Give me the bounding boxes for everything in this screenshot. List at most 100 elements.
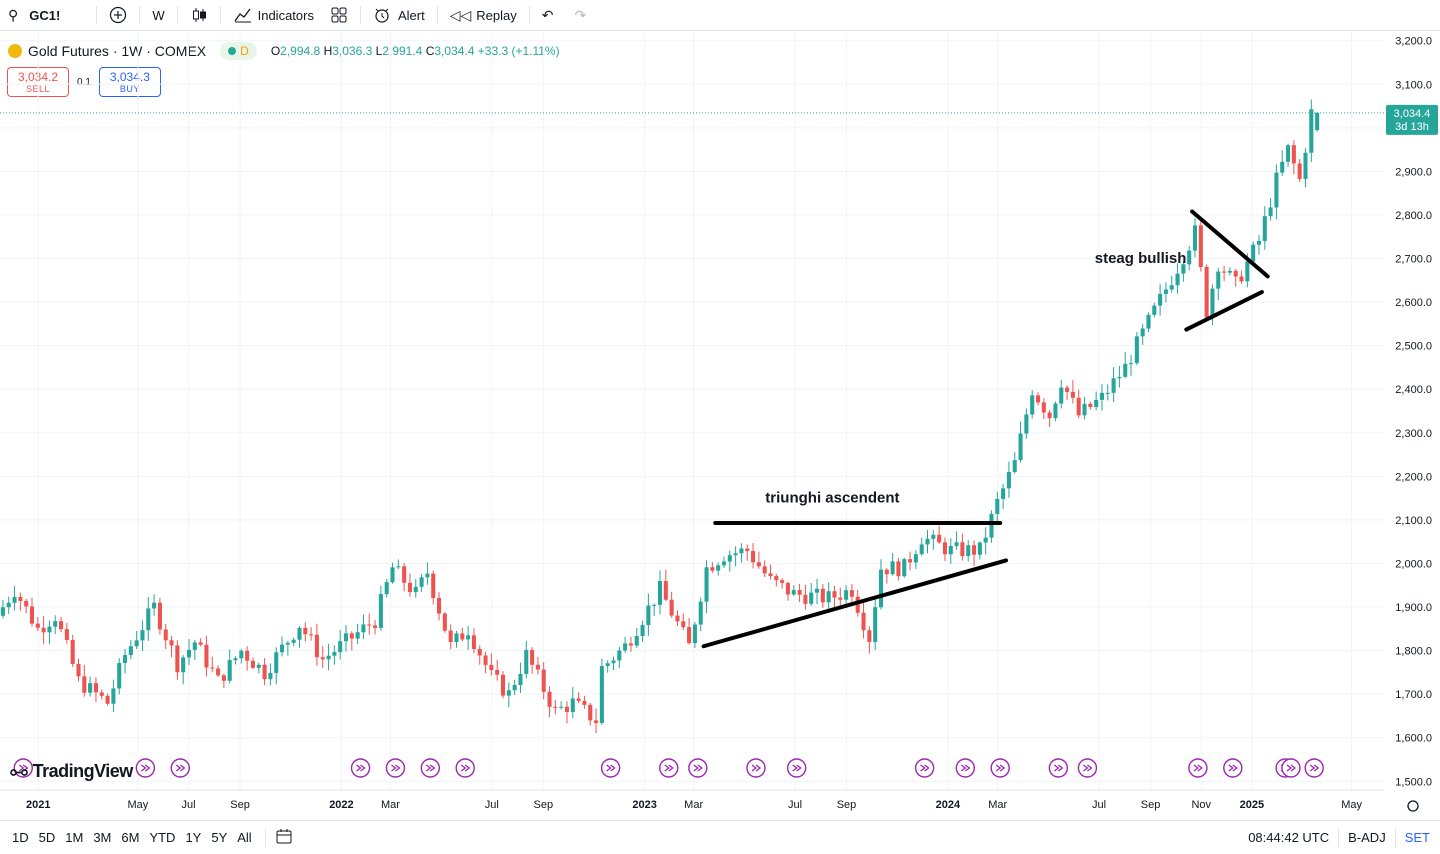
candle — [314, 623, 319, 666]
candle — [291, 637, 296, 647]
candle — [437, 592, 442, 621]
candle — [105, 693, 110, 706]
session-toggle[interactable]: SET — [1404, 830, 1430, 845]
candle — [1280, 150, 1285, 176]
candle-body — [338, 641, 343, 653]
candle-body — [1041, 402, 1046, 413]
event-marker-arrows — [751, 764, 762, 772]
candle — [611, 656, 616, 671]
symbol-search[interactable]: ⚲ GC1! — [0, 0, 68, 30]
candle-body — [216, 668, 221, 676]
candle-body — [989, 513, 994, 538]
candle — [576, 692, 581, 704]
candle — [634, 627, 639, 648]
redo-button[interactable]: ↷ — [566, 0, 599, 30]
tradingview-logo[interactable]: ⧟ TradingView — [10, 760, 133, 783]
x-tick-label: Nov — [1191, 799, 1211, 811]
candle-body — [582, 700, 587, 705]
candle — [977, 541, 982, 560]
candle-body — [1262, 216, 1267, 241]
candle-body — [809, 592, 814, 604]
candle-body — [756, 562, 761, 567]
candle-body — [576, 698, 581, 701]
candle-body — [221, 675, 226, 681]
event-marker-icon — [786, 758, 807, 778]
range-button-1y[interactable]: 1Y — [185, 830, 202, 845]
utc-clock[interactable]: 08:44:42 UTC — [1248, 830, 1330, 845]
candle — [814, 578, 820, 605]
candle — [29, 597, 35, 627]
range-button-1m[interactable]: 1M — [65, 830, 84, 845]
candle-body — [425, 573, 430, 578]
candle-body — [1227, 270, 1232, 273]
interval-label: W — [152, 7, 165, 23]
event-marker-arrows — [1228, 764, 1238, 772]
candle-body — [64, 629, 69, 640]
range-button-ytd[interactable]: YTD — [149, 830, 176, 845]
chart-type-button[interactable] — [182, 0, 216, 30]
candle-body — [1012, 460, 1017, 472]
ohlc-values: O2,994.8 H3,036.3 L2,991.4 C3,034.4 +33.… — [271, 44, 560, 58]
candle-body — [948, 545, 953, 555]
candle-body — [76, 663, 81, 677]
replay-button[interactable]: ◁◁ Replay — [442, 0, 525, 30]
compare-button[interactable] — [101, 0, 135, 30]
close-label: C — [425, 44, 435, 58]
event-marker-arrows — [18, 764, 29, 772]
goto-date-button[interactable] — [270, 827, 298, 848]
candle-body — [274, 652, 279, 673]
undo-button[interactable]: ↶ — [534, 0, 567, 30]
candle-body — [53, 621, 58, 627]
range-button-5d[interactable]: 5D — [38, 830, 56, 845]
candle — [884, 568, 889, 584]
candle — [268, 663, 273, 686]
candle — [623, 636, 628, 653]
price-chart[interactable]: triunghi ascendent steag bullish 1,500.0 1… — [0, 32, 1440, 820]
range-button-3m[interactable]: 3M — [93, 830, 112, 845]
y-tick-label: 2,400.0 — [1395, 384, 1432, 396]
interval-button[interactable]: W — [144, 0, 172, 30]
range-button-6m[interactable]: 6M — [121, 830, 140, 845]
candle-body — [785, 582, 790, 595]
candle-body — [169, 640, 174, 646]
candle — [1169, 275, 1174, 293]
candle — [791, 585, 796, 597]
candle-body — [942, 542, 947, 555]
y-tick-label: 2,300.0 — [1395, 428, 1432, 440]
market-status[interactable]: D — [220, 42, 257, 60]
candle — [117, 658, 122, 695]
layouts-button[interactable] — [322, 0, 356, 30]
candle-body — [1111, 378, 1116, 393]
candle-body — [1286, 145, 1291, 162]
candle-body — [309, 634, 314, 636]
candle — [1187, 245, 1192, 271]
adjustment-toggle[interactable]: B-ADJ — [1348, 830, 1386, 845]
calendar-icon — [276, 829, 292, 844]
buy-button[interactable]: 3,034.3 BUY — [98, 67, 161, 97]
candle-body — [12, 596, 17, 603]
candle-body — [18, 596, 23, 601]
toolbar-divider — [176, 6, 178, 24]
candle-body — [791, 590, 796, 595]
alert-button[interactable]: Alert — [365, 0, 433, 30]
range-button-5y[interactable]: 5Y — [211, 830, 228, 845]
toolbar-divider — [96, 6, 98, 24]
settings-gear-icon — [1407, 800, 1419, 812]
candle-body — [407, 582, 413, 593]
candle-body — [1204, 267, 1209, 318]
indicators-button[interactable]: Indicators — [225, 0, 322, 30]
candle — [605, 660, 610, 673]
candle — [1315, 112, 1320, 132]
candle — [960, 533, 965, 561]
candle-body — [1187, 250, 1192, 265]
range-button-1d[interactable]: 1D — [12, 830, 29, 845]
y-tick-label: 2,000.0 — [1395, 558, 1432, 570]
candle — [1070, 380, 1075, 404]
y-tick-label: 3,100.0 — [1395, 79, 1432, 91]
candle-body — [1175, 273, 1180, 286]
candle-body — [1094, 399, 1099, 407]
candle-body — [896, 561, 901, 577]
candle-body — [262, 664, 267, 680]
range-button-all[interactable]: All — [237, 830, 252, 845]
candle — [727, 550, 732, 572]
